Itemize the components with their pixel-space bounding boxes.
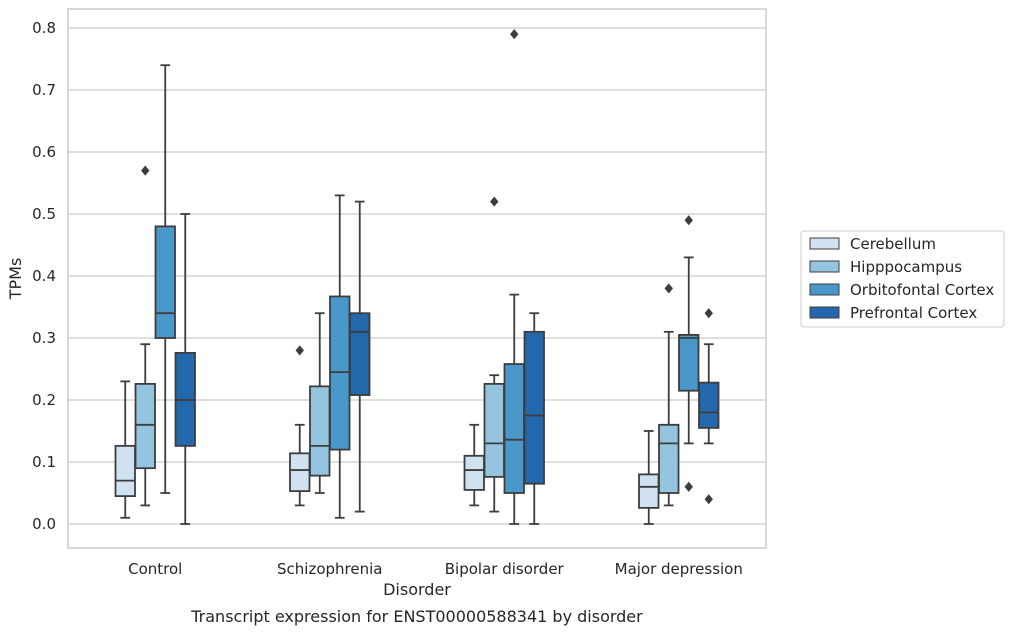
- outlier-point: [664, 283, 673, 294]
- iqr-box: [309, 385, 331, 477]
- legend-frame: [800, 230, 1005, 328]
- iqr-box: [658, 423, 680, 494]
- iqr-box: [289, 452, 311, 493]
- box-cerebellum: [114, 380, 136, 519]
- y-tick-label: 0.7: [32, 81, 56, 99]
- legend-swatch: [809, 237, 840, 250]
- iqr-box: [638, 473, 660, 509]
- box-prefrontal-cortex: [698, 308, 720, 505]
- box-cerebellum: [289, 345, 311, 507]
- x-tick-label: Major depression: [615, 560, 743, 578]
- y-tick-label: 0.3: [32, 329, 56, 347]
- box-cerebellum: [638, 430, 660, 525]
- iqr-box: [154, 225, 176, 339]
- iqr-box: [329, 295, 351, 451]
- iqr-box: [678, 333, 700, 392]
- iqr-box: [134, 382, 156, 470]
- legend-swatch: [809, 306, 840, 319]
- box-orbitofontal-cortex: [154, 64, 176, 494]
- x-tick-label: Schizophrenia: [277, 560, 382, 578]
- iqr-box: [463, 454, 485, 491]
- box-cerebellum: [463, 423, 485, 507]
- box-orbitofontal-cortex: [678, 215, 700, 492]
- outlier-point: [704, 308, 713, 319]
- x-tick-label: Bipolar disorder: [445, 560, 565, 578]
- legend-label: Hipppocampus: [850, 258, 962, 276]
- box-orbitofontal-cortex: [329, 194, 351, 519]
- box-hipppocampus: [658, 283, 680, 507]
- iqr-box: [523, 330, 545, 485]
- x-tick-labels: Control Schizophrenia Bipolar disorder Majo…: [128, 560, 743, 578]
- legend-label: Orbitofontal Cortex: [850, 281, 994, 299]
- y-tick-label: 0.8: [32, 19, 56, 37]
- chart-caption: Transcript expression for ENST0000058834…: [190, 607, 643, 626]
- legend-swatch: [809, 283, 840, 296]
- box-hipppocampus: [483, 196, 505, 513]
- box-prefrontal-cortex: [349, 200, 371, 513]
- plot-frame: [67, 8, 767, 549]
- y-tick-labels: 0.0 0.1 0.2 0.3 0.4 0.5 0.6 0.7 0.8: [32, 19, 56, 533]
- x-tick-label: Control: [128, 560, 182, 578]
- iqr-box: [114, 444, 136, 498]
- box-hipppocampus: [309, 312, 331, 494]
- iqr-box: [503, 363, 525, 494]
- legend: Cerebellum Hipppocampus Orbitofontal Corte…: [800, 230, 1005, 328]
- box-prefrontal-cortex: [174, 213, 196, 525]
- y-tick-label: 0.1: [32, 453, 56, 471]
- iqr-box: [349, 312, 371, 396]
- legend-label: Cerebellum: [850, 235, 936, 253]
- legend-label: Prefrontal Cortex: [850, 304, 977, 322]
- outlier-point: [141, 165, 150, 176]
- y-tick-label: 0.5: [32, 205, 56, 223]
- y-tick-label: 0.2: [32, 391, 56, 409]
- outlier-point: [684, 215, 693, 226]
- iqr-box: [483, 382, 505, 478]
- outlier-point: [684, 481, 693, 492]
- outlier-point: [490, 196, 499, 207]
- y-tick-label: 0.4: [32, 267, 56, 285]
- box-groups: [114, 29, 720, 525]
- outlier-point: [704, 494, 713, 505]
- y-axis-label: TPMs: [6, 258, 25, 301]
- box-prefrontal-cortex: [523, 312, 545, 525]
- box-hipppocampus: [134, 165, 156, 507]
- outlier-point: [510, 29, 519, 40]
- y-tick-label: 0.0: [32, 515, 56, 533]
- iqr-box: [698, 381, 720, 429]
- x-axis-label: Disorder: [383, 580, 451, 599]
- y-tick-label: 0.6: [32, 143, 56, 161]
- legend-swatch: [809, 260, 840, 273]
- outlier-point: [295, 345, 304, 356]
